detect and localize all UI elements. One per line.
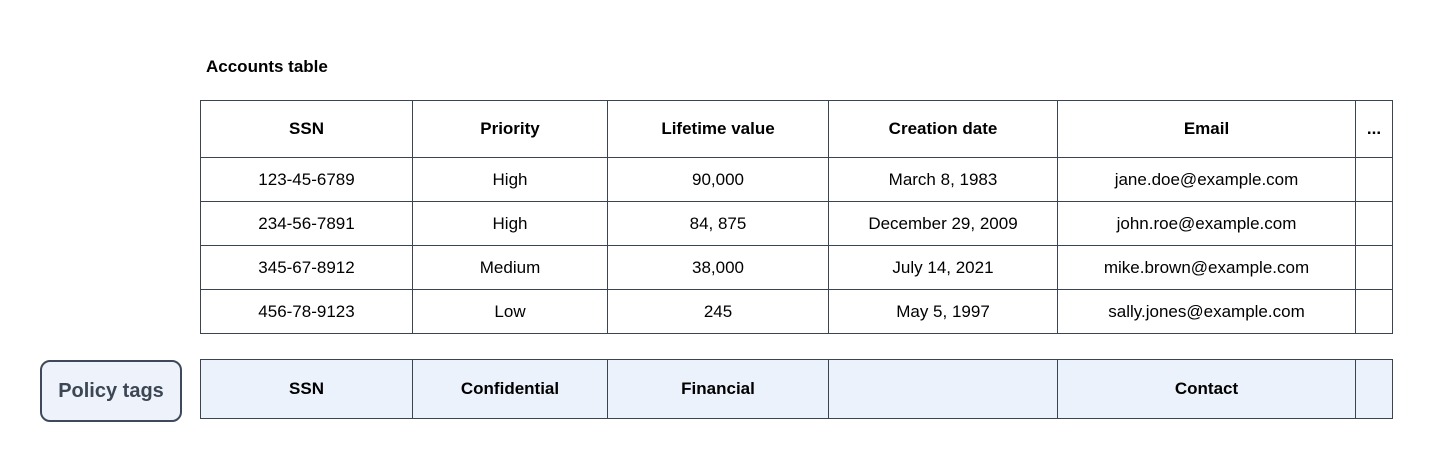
policy-tag-empty [828, 359, 1058, 419]
cell-email: mike.brown@example.com [1057, 245, 1356, 290]
cell-priority: Medium [412, 245, 608, 290]
cell-ssn: 234-56-7891 [200, 201, 413, 246]
cell-lifetime-value: 245 [607, 289, 829, 334]
policy-tag-empty-more [1355, 359, 1393, 419]
column-header-email: Email [1057, 100, 1356, 158]
table-row: 234-56-7891 High 84, 875 December 29, 20… [200, 201, 1393, 246]
accounts-table: SSN Priority Lifetime value Creation dat… [200, 100, 1393, 334]
cell-lifetime-value: 38,000 [607, 245, 829, 290]
policy-tags-row: SSN Confidential Financial Contact [200, 359, 1393, 419]
cell-email: jane.doe@example.com [1057, 157, 1356, 202]
column-header-creation-date: Creation date [828, 100, 1058, 158]
table-title: Accounts table [206, 57, 328, 76]
cell-creation-date: December 29, 2009 [828, 201, 1058, 246]
cell-more [1355, 157, 1393, 202]
policy-tags-button[interactable]: Policy tags [40, 360, 182, 422]
column-header-ssn: SSN [200, 100, 413, 158]
cell-priority: High [412, 157, 608, 202]
table-row: 123-45-6789 High 90,000 March 8, 1983 ja… [200, 157, 1393, 202]
cell-lifetime-value: 90,000 [607, 157, 829, 202]
cell-priority: Low [412, 289, 608, 334]
cell-email: sally.jones@example.com [1057, 289, 1356, 334]
column-header-more: ... [1355, 100, 1393, 158]
accounts-header-row: SSN Priority Lifetime value Creation dat… [200, 100, 1393, 158]
column-header-lifetime-value: Lifetime value [607, 100, 829, 158]
policy-tags-cells: SSN Confidential Financial Contact [200, 359, 1393, 419]
cell-more [1355, 289, 1393, 334]
cell-more [1355, 201, 1393, 246]
cell-more [1355, 245, 1393, 290]
cell-creation-date: May 5, 1997 [828, 289, 1058, 334]
policy-tag-contact: Contact [1057, 359, 1356, 419]
cell-lifetime-value: 84, 875 [607, 201, 829, 246]
cell-ssn: 345-67-8912 [200, 245, 413, 290]
policy-tag-confidential: Confidential [412, 359, 608, 419]
table-row: 345-67-8912 Medium 38,000 July 14, 2021 … [200, 245, 1393, 290]
policy-tag-financial: Financial [607, 359, 829, 419]
cell-creation-date: March 8, 1983 [828, 157, 1058, 202]
cell-ssn: 456-78-9123 [200, 289, 413, 334]
column-header-priority: Priority [412, 100, 608, 158]
cell-ssn: 123-45-6789 [200, 157, 413, 202]
policy-tag-ssn: SSN [200, 359, 413, 419]
cell-email: john.roe@example.com [1057, 201, 1356, 246]
cell-creation-date: July 14, 2021 [828, 245, 1058, 290]
table-row: 456-78-9123 Low 245 May 5, 1997 sally.jo… [200, 289, 1393, 334]
cell-priority: High [412, 201, 608, 246]
